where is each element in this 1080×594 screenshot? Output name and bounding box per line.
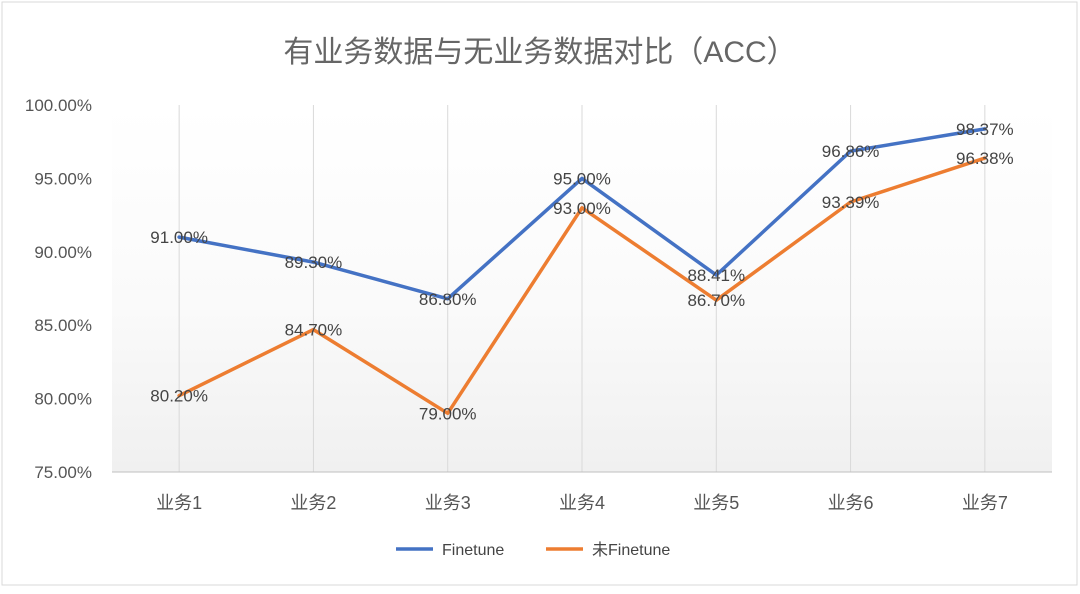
data-label: 86.80% [419, 290, 477, 309]
data-label: 91.00% [150, 228, 208, 247]
data-label: 80.20% [150, 387, 208, 406]
x-tick-label: 业务4 [559, 493, 605, 513]
data-label: 89.30% [285, 253, 343, 272]
x-tick-label: 业务2 [290, 493, 336, 513]
y-tick-label: 90.00% [34, 243, 92, 262]
x-tick-label: 业务1 [156, 493, 202, 513]
data-label: 84.70% [285, 321, 343, 340]
y-tick-label: 75.00% [34, 463, 92, 482]
x-tick-label: 业务6 [828, 493, 874, 513]
data-label: 86.70% [687, 291, 745, 310]
chart-title: 有业务数据与无业务数据对比（ACC） [283, 36, 796, 69]
y-tick-label: 80.00% [34, 390, 92, 409]
y-tick-label: 95.00% [34, 169, 92, 188]
legend: Finetune 未Finetune [396, 541, 670, 559]
data-label: 93.39% [822, 193, 880, 212]
data-label: 98.37% [956, 120, 1014, 139]
data-label: 88.41% [687, 266, 745, 285]
series-layer [177, 127, 987, 416]
legend-label: 未Finetune [592, 541, 670, 559]
data-label: 96.38% [956, 149, 1014, 168]
x-tick-label: 业务7 [962, 493, 1008, 513]
data-label: 79.00% [419, 404, 477, 423]
series-line-no-finetune [177, 156, 987, 416]
legend-label: Finetune [442, 542, 504, 559]
y-tick-label: 100.00% [25, 96, 92, 115]
data-label-layer: 91.00% 89.30% 86.80% 95.00% 88.41% 96.86% 98.3… [150, 120, 1013, 423]
x-tick-label: 业务3 [425, 493, 471, 513]
data-label: 96.86% [822, 142, 880, 161]
data-label: 93.00% [553, 199, 611, 218]
x-tick-label: 业务5 [693, 493, 739, 513]
series-line-finetune [177, 127, 987, 301]
axis-layer: 100.00% 95.00% 90.00% 85.00% 80.00% 75.00% 业务1… [25, 96, 1052, 513]
data-label: 95.00% [553, 169, 611, 188]
y-tick-label: 85.00% [34, 316, 92, 335]
